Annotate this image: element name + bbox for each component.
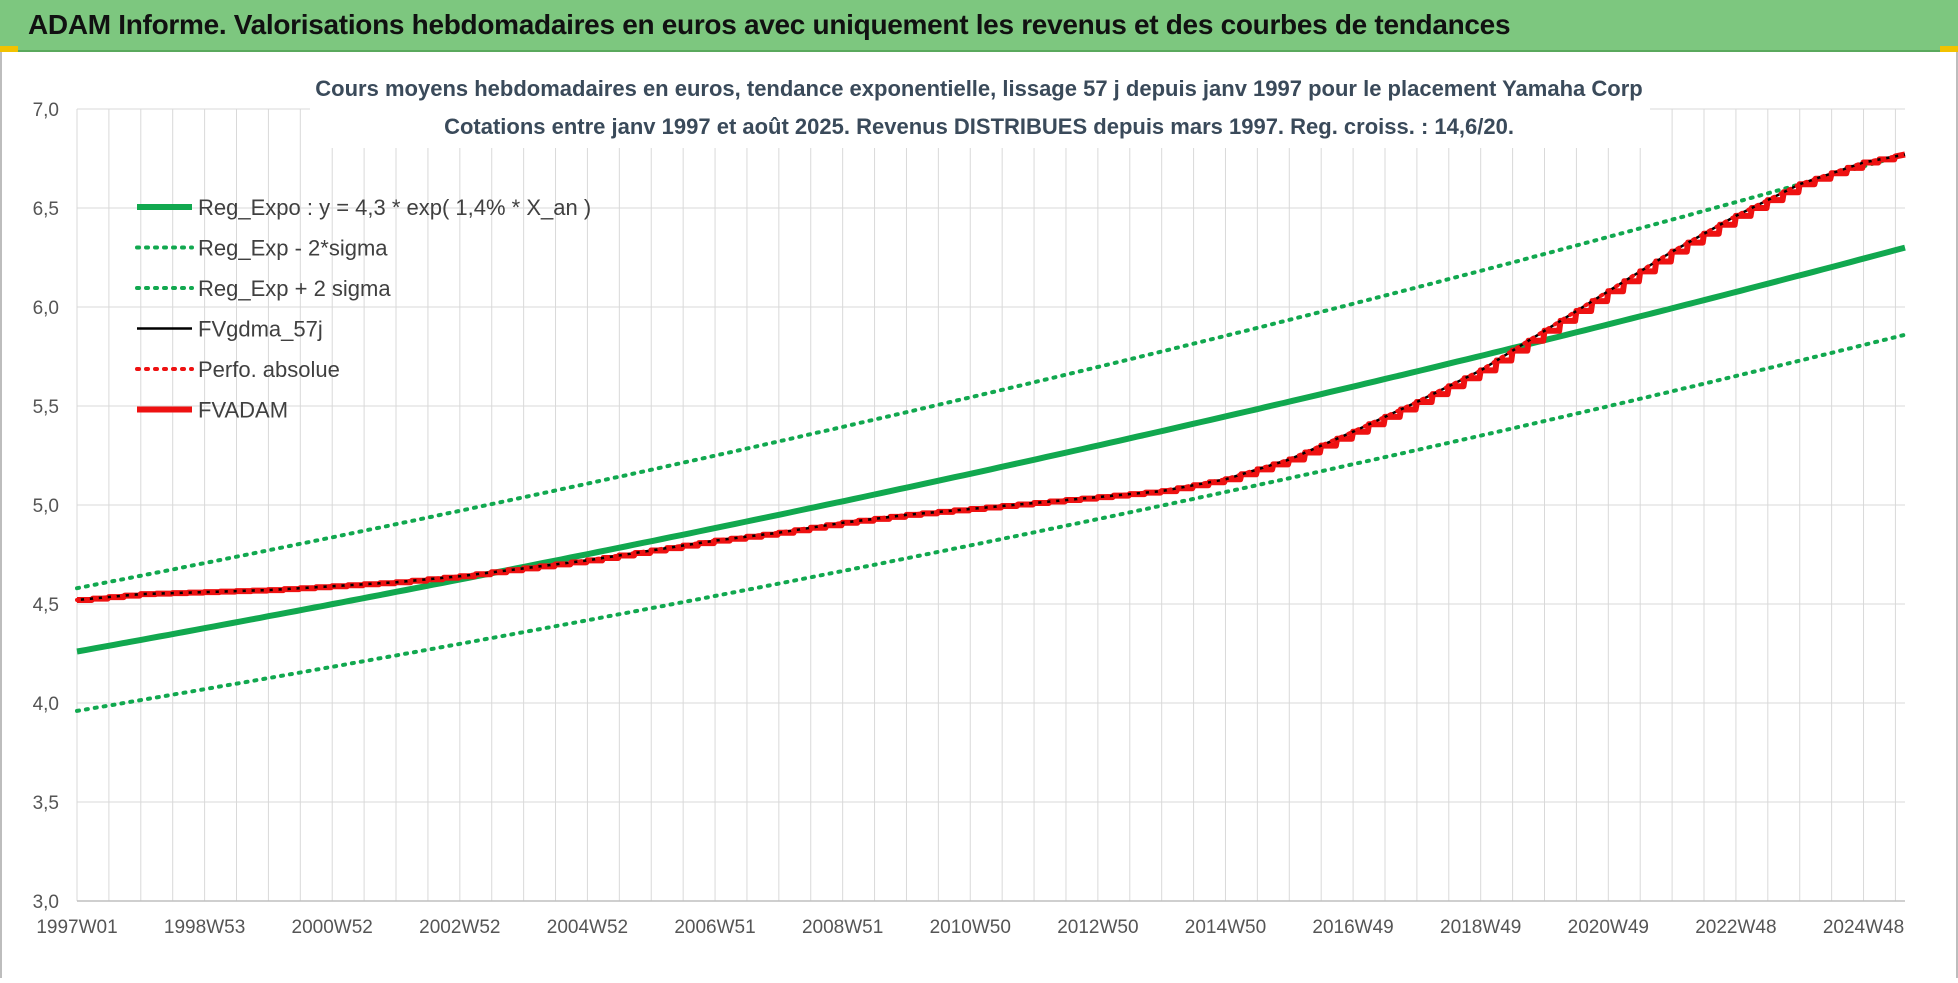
- x-tick-label: 2014W50: [1185, 917, 1266, 938]
- chart-title: Cours moyens hebdomadaires en euros, ten…: [315, 76, 1642, 101]
- x-tick-label: 2018W49: [1440, 917, 1521, 938]
- series-layer: [75, 151, 1907, 713]
- x-tick-label: 1997W01: [36, 917, 117, 938]
- x-tick-label: 1998W53: [164, 917, 245, 938]
- legend-label-0: Reg_Expo : y = 4,3 * exp( 1,4% * X_an ): [198, 195, 591, 220]
- series-line-0: [76, 244, 1906, 655]
- legend-label-2: Reg_Exp + 2 sigma: [198, 276, 391, 301]
- chart-area: 3,0 3,5 4,0 4,5 5,0 5,5 6,0 6,5 7,0 1997W01 1998W5…: [0, 52, 1958, 978]
- y-tick-label: 3,0: [33, 892, 59, 913]
- y-tick-label: 4,0: [33, 694, 59, 715]
- y-tick-label: 5,0: [33, 496, 59, 517]
- x-tick-label: 2010W50: [930, 917, 1011, 938]
- axis-layer: 3,0 3,5 4,0 4,5 5,0 5,5 6,0 6,5 7,0 1997W01 1998W5…: [33, 100, 1905, 938]
- corner-mark-left: [0, 46, 18, 52]
- corner-mark-right: [1940, 46, 1958, 52]
- y-tick-label: 5,5: [33, 397, 59, 418]
- x-tick-label: 2004W52: [547, 917, 628, 938]
- x-tick-label: 2006W51: [674, 917, 755, 938]
- y-tick-label: 4,5: [33, 595, 59, 616]
- x-tick-label: 2024W48: [1823, 917, 1904, 938]
- x-tick-label: 2020W49: [1568, 917, 1649, 938]
- x-tick-label: 2016W49: [1312, 917, 1393, 938]
- x-tick-label: 2012W50: [1057, 917, 1138, 938]
- series-line-4: [75, 152, 1907, 602]
- series-line-1: [75, 332, 1907, 713]
- page-title: ADAM Informe. Valorisations hebdomadaire…: [28, 9, 1511, 40]
- y-tick-label: 6,5: [33, 199, 59, 220]
- y-tick-label: 7,0: [33, 100, 59, 121]
- legend-label-4: Perfo. absolue: [198, 357, 340, 382]
- legend-label-1: Reg_Exp - 2*sigma: [198, 236, 388, 261]
- x-tick-label: 2002W52: [419, 917, 500, 938]
- x-tick-label: 2000W52: [292, 917, 373, 938]
- y-tick-label: 3,5: [33, 793, 59, 814]
- title-background: [310, 72, 1650, 148]
- legend-label-3: FVgdma_57j: [198, 317, 323, 342]
- y-tick-label: 6,0: [33, 298, 59, 319]
- page-header: ADAM Informe. Valorisations hebdomadaire…: [0, 0, 1958, 52]
- legend-label-5: FVADAM: [198, 398, 288, 423]
- chart-subtitle: Cotations entre janv 1997 et août 2025. …: [444, 114, 1514, 139]
- x-tick-label: 2022W48: [1695, 917, 1776, 938]
- line-chart: 3,0 3,5 4,0 4,5 5,0 5,5 6,0 6,5 7,0 1997W01 1998W5…: [33, 72, 1907, 938]
- title-layer: Cours moyens hebdomadaires en euros, ten…: [310, 72, 1650, 148]
- x-tick-label: 2008W51: [802, 917, 883, 938]
- series-line-2: [75, 152, 1907, 591]
- grid-layer: [76, 108, 1905, 902]
- legend: Reg_Expo : y = 4,3 * exp( 1,4% * X_an ) R…: [135, 195, 591, 423]
